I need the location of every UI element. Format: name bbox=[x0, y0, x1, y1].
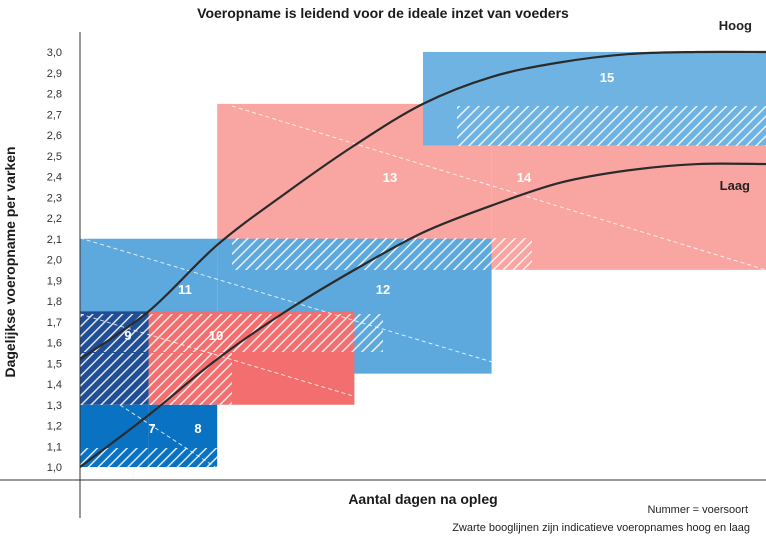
y-tick-label: 3,0 bbox=[47, 47, 62, 59]
zone-diagonal-1 bbox=[79, 237, 533, 375]
feed-number-7: 7 bbox=[148, 421, 155, 436]
curve-hoog bbox=[79, 50, 766, 361]
curve-label-hoog: Hoog bbox=[719, 18, 752, 33]
curve-laag bbox=[79, 162, 766, 468]
y-tick-label: 2,6 bbox=[47, 130, 62, 142]
y-tick-label: 2,3 bbox=[47, 192, 62, 204]
y-tick-label: 1,2 bbox=[47, 421, 62, 433]
hatch-band-5 bbox=[457, 106, 766, 146]
curve-label-laag: Laag bbox=[720, 178, 750, 193]
hatch-band-1 bbox=[80, 448, 232, 478]
y-tick-label: 2,4 bbox=[47, 172, 62, 184]
feed-number-15: 15 bbox=[600, 70, 614, 85]
y-tick-label: 1,8 bbox=[47, 296, 62, 308]
y-tick-label: 2,0 bbox=[47, 255, 62, 267]
y-tick-label: 1,1 bbox=[47, 441, 62, 453]
y-tick-label: 1,3 bbox=[47, 400, 62, 412]
hatch-band-3 bbox=[80, 314, 383, 352]
y-tick-label: 1,6 bbox=[47, 338, 62, 350]
feed-number-14: 14 bbox=[517, 170, 532, 185]
y-tick-label: 2,5 bbox=[47, 151, 62, 163]
zone-diagonal-4 bbox=[119, 404, 233, 479]
hatch-band-2 bbox=[80, 353, 232, 405]
x-axis-title: Aantal dagen na opleg bbox=[348, 491, 497, 507]
feed-number-13: 13 bbox=[383, 170, 397, 185]
feed-number-10: 10 bbox=[209, 328, 223, 343]
feed-number-12: 12 bbox=[376, 282, 390, 297]
feed-number-8: 8 bbox=[194, 421, 201, 436]
legend-note: Nummer = voersoort bbox=[647, 504, 748, 516]
y-tick-label: 1,5 bbox=[47, 358, 62, 370]
chart-title: Voeropname is leidend voor de ideale inz… bbox=[197, 5, 569, 21]
y-tick-label: 1,9 bbox=[47, 275, 62, 287]
y-tick-label: 1,7 bbox=[47, 317, 62, 329]
y-tick-label: 2,2 bbox=[47, 213, 62, 225]
y-tick-label: 2,7 bbox=[47, 109, 62, 121]
zone-diagonal-3 bbox=[79, 313, 384, 406]
y-tick-label: 1,4 bbox=[47, 379, 62, 391]
y-tick-label: 1,0 bbox=[47, 462, 62, 474]
curve-note: Zwarte booglijnen zijn indicatieve voero… bbox=[452, 522, 750, 534]
feed-number-9: 9 bbox=[124, 328, 131, 343]
y-tick-label: 2,9 bbox=[47, 68, 62, 80]
y-axis-title: Dagelijkse voeropname per varken bbox=[2, 146, 18, 377]
y-tick-label: 2,1 bbox=[47, 234, 62, 246]
y-tick-label: 2,8 bbox=[47, 89, 62, 101]
zone-diagonal-2 bbox=[231, 105, 766, 271]
feed-number-11: 11 bbox=[178, 282, 192, 297]
